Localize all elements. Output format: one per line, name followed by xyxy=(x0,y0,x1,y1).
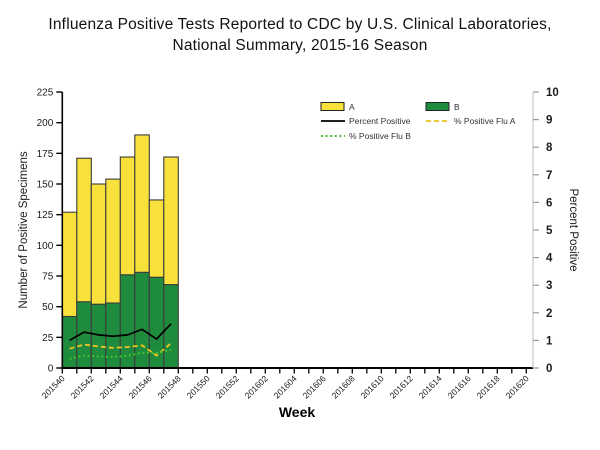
x-tick-label: 201612 xyxy=(388,373,415,400)
x-tick-label: 201606 xyxy=(301,373,328,400)
legend-flu-a-swatch xyxy=(320,102,345,111)
bar-segment-b xyxy=(119,274,136,369)
x-tick-label: 201620 xyxy=(504,373,531,400)
line-percent-positive xyxy=(69,323,172,342)
chart-title-line2: National Summary, 2015-16 Season xyxy=(172,37,428,54)
bar-segment-a xyxy=(163,156,179,286)
x-tick-label: 201540 xyxy=(40,373,67,400)
x-tick-label: 201614 xyxy=(417,373,444,400)
y-right-tick-label: 9 xyxy=(546,115,552,127)
legend-percent-positive-label: Percent Positive xyxy=(349,116,411,126)
y-right-tick-label: 10 xyxy=(546,87,559,99)
y-left-tick-label: 125 xyxy=(37,210,54,221)
y-right-tick-label: 4 xyxy=(546,253,553,265)
y-left-tick-label: 0 xyxy=(48,364,54,375)
bar-segment-b xyxy=(148,276,165,369)
legend-flu-b-label: B xyxy=(454,102,460,112)
bar-segment-b xyxy=(163,284,179,369)
y-left-tick-label: 175 xyxy=(37,149,54,160)
bar-segment-a xyxy=(148,199,165,278)
y-left-tick-label: 100 xyxy=(37,241,54,252)
x-tick-label: 201610 xyxy=(359,373,386,400)
line-pct-positive-flu-b xyxy=(69,349,172,360)
y-left-tick-label: 50 xyxy=(42,302,54,313)
legend-flu-a-label: A xyxy=(349,102,355,112)
x-tick-label: 201618 xyxy=(475,373,502,400)
bar-segment-a xyxy=(119,156,136,276)
line-pct-positive-flu-a xyxy=(69,342,172,357)
x-tick-label: 201548 xyxy=(156,373,183,400)
y-right-tick-label: 3 xyxy=(546,280,552,292)
y-right-tick-label: 0 xyxy=(546,363,552,375)
x-tick-label: 201544 xyxy=(98,373,125,400)
bar-segment-a xyxy=(61,211,78,318)
x-tick-label: 201604 xyxy=(272,373,299,400)
x-tick-label: 201542 xyxy=(69,373,96,400)
x-tick-label: 201616 xyxy=(446,373,473,400)
y-left-axis-title: Number of Positive Specimens xyxy=(18,151,30,308)
bar-segment-a xyxy=(105,178,121,304)
y-right-tick-label: 6 xyxy=(546,197,552,209)
legend-flu-b-swatch xyxy=(425,102,450,111)
y-left-tick-label: 25 xyxy=(42,333,54,344)
bar-segment-a xyxy=(134,134,150,273)
bar-segment-a xyxy=(90,183,107,305)
x-axis-title: Week xyxy=(279,404,316,420)
x-tick-label: 201550 xyxy=(185,373,212,400)
x-tick-label: 201552 xyxy=(214,373,241,400)
y-right-tick-label: 5 xyxy=(546,225,553,237)
x-tick-label: 201602 xyxy=(243,373,270,400)
y-left-tick-label: 75 xyxy=(42,272,54,283)
chart-title-line1: Influenza Positive Tests Reported to CDC… xyxy=(48,16,552,33)
bar-segment-a xyxy=(76,157,92,303)
y-right-tick-label: 7 xyxy=(546,170,552,182)
y-right-tick-label: 8 xyxy=(546,142,553,154)
x-tick-label: 201608 xyxy=(330,373,357,400)
y-left-tick-label: 200 xyxy=(37,118,54,129)
y-right-axis-title: Percent Positive xyxy=(567,188,579,271)
chart-title: Influenza Positive Tests Reported to CDC… xyxy=(0,14,600,56)
legend-pct-flu-b-label: % Positive Flu B xyxy=(349,131,411,141)
y-right-tick-label: 2 xyxy=(546,308,552,320)
y-right-tick-label: 1 xyxy=(546,335,553,347)
legend-pct-flu-a-label: % Positive Flu A xyxy=(454,116,516,126)
y-left-tick-label: 225 xyxy=(37,88,54,99)
y-left-tick-label: 150 xyxy=(37,180,54,191)
x-tick-label: 201546 xyxy=(127,373,154,400)
bar-segment-b xyxy=(61,315,78,369)
